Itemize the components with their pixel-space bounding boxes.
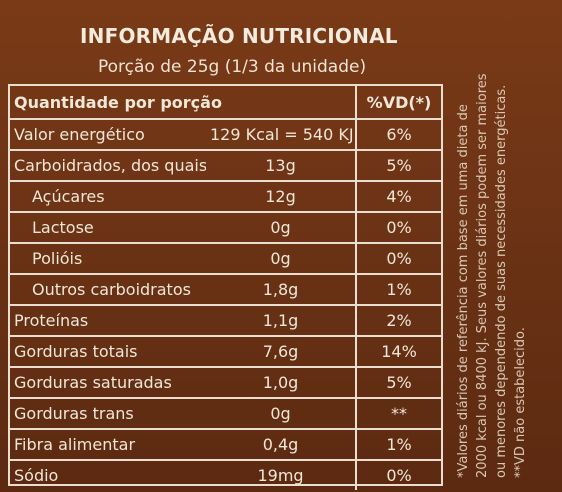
- nutrient-quantity: 0g: [206, 243, 357, 275]
- nutrient-quantity: 129 Kcal = 540 KJ: [206, 119, 357, 151]
- header-vd: %VD(*): [355, 86, 442, 120]
- nutrient-vd: 5%: [355, 150, 442, 182]
- footnote-text: *Valores diários de referência com base …: [456, 73, 528, 478]
- nutrient-name: Gorduras trans: [10, 398, 206, 430]
- nutrient-name: Carboidrados, dos quais: [10, 150, 206, 182]
- serving-size: Porção de 25g (1/3 da unidade): [98, 57, 367, 77]
- nutrition-table: Quantidade por porção %VD(*) Valor energ…: [10, 86, 442, 490]
- nutrient-quantity: 1,1g: [206, 305, 357, 337]
- nutrient-quantity: 0g: [206, 398, 357, 430]
- nutrient-name: Sódio: [14, 466, 59, 485]
- nutrient-name: Fibra alimentar: [10, 429, 206, 461]
- table-row: Proteínas 1,1g 2%: [10, 305, 442, 337]
- nutrient-vd: 2%: [355, 305, 442, 337]
- nutrient-vd: 6%: [355, 119, 442, 151]
- nutrient-quantity: 12g: [206, 181, 357, 213]
- nutrient-quantity: 0g: [206, 212, 357, 244]
- nutrient-quantity: 0,4g: [206, 429, 357, 461]
- nutrient-name: Lactose: [10, 212, 206, 244]
- nutrient-quantity: 13g: [206, 150, 357, 182]
- nutrient-vd: 1%: [355, 429, 442, 461]
- table-row: Fibra alimentar 0,4g 1%: [10, 429, 442, 461]
- table-row: Carboidrados, dos quais 13g 5%: [10, 150, 442, 182]
- nutrient-name: Gorduras saturadas: [10, 367, 206, 399]
- nutrition-table-frame: Quantidade por porção %VD(*) Valor energ…: [8, 84, 443, 490]
- nutrient-name: Valor energético: [10, 119, 206, 151]
- nutrient-vd: **: [355, 398, 442, 430]
- table-header-row: Quantidade por porção %VD(*): [10, 86, 442, 120]
- table-row: Gorduras trans 0g **: [10, 398, 442, 430]
- table-row: Açúcares 12g 4%: [10, 181, 442, 213]
- nutrient-quantity: 1,8g: [206, 274, 357, 306]
- nutrient-quantity: 1,0g: [206, 367, 357, 399]
- header-quantity: Quantidade por porção: [10, 86, 357, 120]
- table-row: Valor energético 129 Kcal = 540 KJ 6%: [10, 119, 442, 151]
- nutrient-name: Gorduras totais: [10, 336, 206, 368]
- nutrient-vd: 5%: [355, 367, 442, 399]
- nutrient-name: Proteínas: [10, 305, 206, 337]
- nutrient-rows: Valor energético 129 Kcal = 540 KJ 6% Carbo…: [10, 119, 442, 490]
- table-row: Sódio 19mg 0%: [10, 460, 442, 490]
- nutrient-quantity: 19mg: [257, 466, 304, 485]
- table-row: Gorduras totais 7,6g 14%: [10, 336, 442, 368]
- nutrient-vd: 1%: [355, 274, 442, 306]
- table-row: Gorduras saturadas 1,0g 5%: [10, 367, 442, 399]
- nutrient-quantity: 7,6g: [206, 336, 357, 368]
- footnote-area: *Valores diários de referência com base …: [446, 64, 562, 492]
- label-title: INFORMAÇÃO NUTRICIONAL: [80, 24, 398, 48]
- nutrient-vd: 0%: [355, 243, 442, 275]
- nutrient-name: Açúcares: [10, 181, 206, 213]
- table-row: Lactose 0g 0%: [10, 212, 442, 244]
- nutrient-vd: 0%: [355, 212, 442, 244]
- table-row: Polióis 0g 0%: [10, 243, 442, 275]
- nutrient-name: Polióis: [10, 243, 206, 275]
- nutrient-vd: 0%: [355, 460, 442, 490]
- nutrient-vd: 14%: [355, 336, 442, 368]
- table-row: Outros carboidratos 1,8g 1%: [10, 274, 442, 306]
- nutrient-name: Outros carboidratos: [10, 274, 206, 306]
- nutrient-vd: 4%: [355, 181, 442, 213]
